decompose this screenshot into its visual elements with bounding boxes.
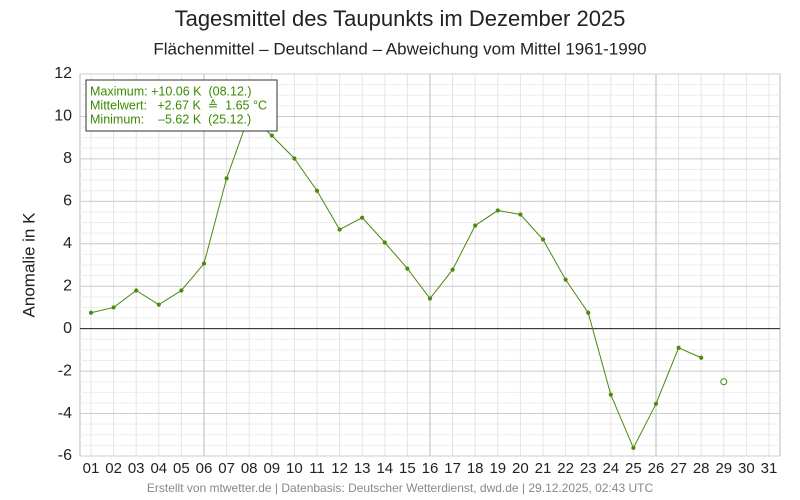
- x-tick-label: 29: [715, 460, 732, 477]
- x-tick-label: 05: [173, 460, 190, 477]
- data-point: [292, 156, 297, 161]
- data-point: [382, 240, 387, 245]
- data-point: [676, 345, 681, 350]
- x-tick-label: 08: [241, 460, 258, 477]
- data-point: [586, 310, 591, 315]
- data-point: [699, 355, 704, 360]
- data-point: [720, 378, 728, 386]
- x-tick-label: 03: [128, 460, 145, 477]
- x-tick-label: 23: [580, 460, 597, 477]
- data-point: [134, 288, 139, 293]
- data-point: [156, 302, 161, 307]
- data-point: [450, 267, 455, 272]
- y-tick-label: -4: [58, 405, 72, 422]
- data-point: [518, 212, 523, 217]
- data-point: [224, 176, 229, 181]
- data-point: [427, 296, 433, 301]
- x-tick-label: 26: [648, 460, 665, 477]
- info-text: Minimum: –5.62 K (25.12.): [90, 112, 251, 126]
- x-tick-label: 04: [150, 460, 167, 477]
- x-tick-label: 14: [376, 460, 393, 477]
- y-tick-label: -2: [58, 362, 72, 379]
- y-axis-label: Anomalie in K: [19, 212, 38, 318]
- x-tick-label: 28: [693, 460, 710, 477]
- info-box: Maximum: +10.06 K (08.12.)Mittelwert: +2…: [85, 79, 278, 132]
- x-tick-label: 15: [399, 460, 416, 477]
- x-tick-label: 10: [286, 460, 303, 477]
- y-tick-label: 8: [63, 150, 72, 167]
- chart-subtitle: Flächenmittel – Deutschland – Abweichung…: [153, 39, 646, 58]
- data-point: [111, 305, 116, 310]
- x-tick-label: 06: [196, 460, 213, 477]
- x-tick-label: 31: [761, 460, 778, 477]
- y-tick-label: 6: [63, 193, 72, 210]
- x-tick-label: 20: [512, 460, 529, 477]
- y-tick-label: 4: [63, 235, 72, 252]
- x-tick-label: 25: [625, 460, 642, 477]
- x-tick-label: 16: [422, 460, 439, 477]
- x-tick-label: 21: [535, 460, 552, 477]
- data-point: [201, 261, 207, 266]
- y-tick-label: -6: [58, 447, 72, 464]
- x-tick-label: 11: [309, 460, 325, 477]
- x-tick-label: 18: [467, 460, 484, 477]
- data-point: [608, 392, 613, 397]
- x-tick-label: 12: [331, 460, 348, 477]
- data-point: [88, 310, 94, 315]
- info-text: Mittelwert: +2.67 K ≙ 1.65 °C: [90, 98, 267, 112]
- x-tick-label: 02: [105, 460, 122, 477]
- y-tick-label: 12: [54, 65, 72, 82]
- data-point: [563, 277, 568, 282]
- x-tick-label: 13: [354, 460, 371, 477]
- data-point: [269, 133, 274, 138]
- data-point: [179, 288, 184, 293]
- y-tick-label: 0: [63, 320, 72, 337]
- y-tick-label: 2: [63, 277, 72, 294]
- info-text: Maximum: +10.06 K (08.12.): [90, 84, 252, 98]
- data-point: [360, 215, 365, 220]
- y-tick-label: 10: [54, 108, 72, 125]
- data-point: [495, 208, 500, 213]
- x-tick-label: 27: [670, 460, 687, 477]
- x-tick-label: 19: [489, 460, 506, 477]
- x-tick-label: 24: [602, 460, 619, 477]
- x-tick-label: 09: [263, 460, 280, 477]
- data-point: [653, 401, 659, 406]
- data-point: [314, 188, 320, 193]
- x-tick-label: 30: [738, 460, 755, 477]
- x-tick-label: 17: [444, 460, 461, 477]
- data-point: [540, 237, 546, 242]
- x-tick-label: 01: [83, 460, 100, 477]
- footer: Erstellt von mtwetter.de | Datenbasis: D…: [147, 481, 654, 495]
- data-point: [631, 445, 636, 451]
- chart-title: Tagesmittel des Taupunkts im Dezember 20…: [175, 6, 626, 31]
- data-point: [473, 223, 478, 228]
- info-box-frame: [85, 79, 278, 132]
- x-tick-label: 07: [218, 460, 235, 477]
- data-point: [337, 227, 342, 232]
- x-tick-label: 22: [557, 460, 574, 477]
- data-point: [405, 266, 410, 271]
- data-line: [90, 114, 702, 450]
